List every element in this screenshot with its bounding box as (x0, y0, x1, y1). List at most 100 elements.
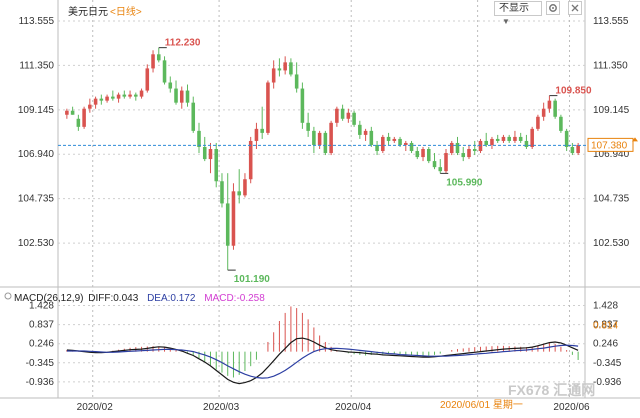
candle-body (490, 138, 494, 145)
candle-body (128, 94, 132, 97)
display-toggle-label: 不显示 (499, 3, 529, 14)
candle-body (329, 122, 333, 154)
price-tick-label-right: 104.735 (593, 194, 630, 205)
candle-body (312, 130, 316, 145)
macd-current-label: 0.814 (593, 320, 618, 331)
candle-body (122, 94, 127, 97)
candle-body (524, 140, 529, 147)
candle-body (76, 118, 81, 127)
candle-body (375, 144, 379, 152)
gear-icon (549, 4, 557, 12)
candle-body (340, 108, 345, 119)
macd-params-label: MACD(26,12,9) (14, 293, 84, 304)
watermark-cn: 汇通网 (553, 382, 596, 398)
candle-body (369, 130, 374, 145)
extreme-label: 109.850 (555, 86, 592, 97)
candle-body (484, 140, 488, 145)
candle-body (202, 146, 207, 160)
price-tick-label-right: 113.555 (593, 16, 629, 27)
price-tick-label-left: 104.735 (18, 194, 55, 205)
symbol-label: 美元日元 (68, 7, 108, 18)
settings-button[interactable] (546, 1, 560, 15)
candle-body (208, 149, 213, 160)
candle-body (576, 144, 580, 154)
close-icon (571, 4, 579, 12)
candle-body (220, 181, 224, 204)
candle-body (518, 136, 523, 141)
macd-header: MACD(26,12,9) DIFF:0.043 DEA:0.172 MACD:… (14, 293, 265, 304)
candle-body (162, 60, 167, 83)
candle-body (317, 132, 322, 145)
x-tick-label: 2020/06 (553, 402, 590, 413)
dea-value: DEA:0.172 (147, 293, 196, 304)
macd-value: MACD:-0.258 (204, 293, 265, 304)
diff-line (66, 337, 579, 385)
candle-body (381, 136, 385, 152)
current-price-label: 107.380 (591, 140, 628, 151)
candle-body (306, 122, 310, 131)
candle-body (553, 100, 557, 117)
candle-body (444, 153, 448, 172)
macd-tick-label-right: -0.345 (593, 358, 622, 369)
candle-body (564, 130, 569, 147)
candle-body (559, 116, 563, 131)
current-price-box (587, 137, 634, 152)
price-tick-label-left: 113.555 (19, 16, 55, 27)
candle-body (415, 151, 420, 158)
diff-value: DIFF:0.043 (88, 293, 139, 304)
x-tick-label: 2020/02 (77, 402, 114, 413)
candle-body (507, 136, 511, 141)
candle-body (409, 142, 414, 152)
candle-body (432, 161, 437, 168)
candle-body (225, 203, 230, 246)
period-label[interactable]: <日线> (110, 7, 142, 18)
candle-body (151, 54, 155, 69)
chevron-down-icon: ▼ (502, 17, 510, 26)
candle-body (271, 68, 276, 83)
candle-body (495, 138, 500, 141)
macd-tick-label-right: -0.936 (593, 377, 622, 388)
candle-body (323, 132, 328, 154)
candle-body (472, 149, 477, 152)
extreme-label: 101.190 (234, 274, 271, 285)
x-tick-label: 2020/04 (335, 402, 372, 413)
price-tick-label-left: 109.145 (18, 105, 55, 116)
candle-body (70, 110, 75, 115)
close-button[interactable] (568, 1, 582, 15)
display-toggle-button[interactable]: 不显示 ▼ (494, 1, 542, 26)
macd-tick-label-left: -0.936 (26, 377, 55, 388)
extreme-label: 112.230 (165, 38, 201, 49)
candle-body (179, 90, 184, 103)
price-tick-label-left: 106.940 (18, 149, 55, 160)
candle-body (386, 136, 391, 141)
candle-body (358, 124, 362, 135)
candle-body (168, 82, 173, 89)
candle-body (105, 96, 109, 101)
candle-body (134, 94, 138, 97)
price-tick-label-right: 111.350 (593, 60, 628, 71)
cursor-date-label: 2020/06/01 星期一 (440, 400, 523, 412)
candle-body (300, 88, 305, 123)
price-marker-icon (632, 137, 638, 142)
candle-body (283, 62, 287, 71)
price-tick-label-right: 102.530 (593, 238, 630, 249)
candle-body (139, 90, 144, 97)
macd-tick-label-left: 0.246 (29, 339, 54, 350)
candle-body (570, 146, 575, 154)
candle-body (88, 104, 92, 109)
price-tick-label-left: 111.350 (19, 60, 54, 71)
candle-body (214, 149, 219, 182)
candle-body (254, 128, 259, 141)
candle-body (404, 142, 408, 145)
candle-body (335, 108, 339, 123)
candle-body (231, 191, 236, 246)
macd-tick-label-right: 0.246 (593, 339, 618, 350)
macd-tick-label-left: -0.345 (26, 358, 55, 369)
macd-tick-label-right: 0.837 (593, 320, 618, 331)
candle-body (547, 100, 552, 109)
watermark: FX678 汇通网 (508, 380, 595, 400)
candle-body (243, 179, 247, 196)
candle-body (363, 130, 368, 135)
